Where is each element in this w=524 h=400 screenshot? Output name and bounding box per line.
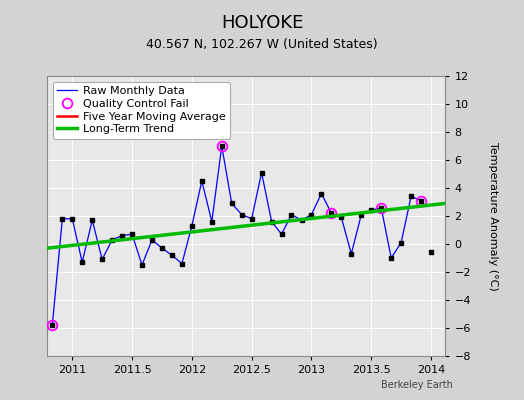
Raw Monthly Data (209, 219, 215, 224)
Raw Monthly Data (189, 223, 195, 228)
Raw Monthly Data (278, 232, 285, 236)
Legend: Raw Monthly Data, Quality Control Fail, Five Year Moving Average, Long-Term Tren: Raw Monthly Data, Quality Control Fail, … (53, 82, 230, 139)
Raw Monthly Data (318, 191, 324, 196)
Raw Monthly Data (49, 323, 56, 328)
Text: HOLYOKE: HOLYOKE (221, 14, 303, 32)
Raw Monthly Data (338, 215, 344, 220)
Line: Quality Control Fail: Quality Control Fail (48, 141, 426, 330)
Raw Monthly Data (69, 216, 75, 221)
Text: 40.567 N, 102.267 W (United States): 40.567 N, 102.267 W (United States) (146, 38, 378, 51)
Raw Monthly Data (298, 218, 304, 222)
Raw Monthly Data (139, 262, 145, 267)
Raw Monthly Data (398, 240, 405, 245)
Quality Control Fail (378, 205, 384, 210)
Raw Monthly Data (308, 212, 314, 217)
Raw Monthly Data (119, 233, 125, 238)
Raw Monthly Data (99, 257, 105, 262)
Raw Monthly Data (89, 218, 95, 222)
Raw Monthly Data (59, 216, 66, 221)
Quality Control Fail (418, 198, 424, 203)
Raw Monthly Data (378, 205, 384, 210)
Raw Monthly Data (228, 201, 235, 206)
Raw Monthly Data (219, 144, 225, 148)
Raw Monthly Data (288, 212, 294, 217)
Raw Monthly Data (169, 253, 175, 258)
Quality Control Fail (219, 144, 225, 148)
Raw Monthly Data (328, 211, 334, 216)
Raw Monthly Data (238, 212, 245, 217)
Raw Monthly Data (179, 261, 185, 266)
Raw Monthly Data (348, 252, 354, 256)
Raw Monthly Data (79, 260, 85, 265)
Raw Monthly Data (418, 198, 424, 203)
Text: Berkeley Earth: Berkeley Earth (381, 380, 453, 390)
Raw Monthly Data (129, 232, 135, 236)
Raw Monthly Data (199, 178, 205, 183)
Raw Monthly Data (258, 170, 265, 175)
Raw Monthly Data (358, 212, 365, 217)
Raw Monthly Data (408, 194, 414, 199)
Raw Monthly Data (248, 216, 255, 221)
Y-axis label: Temperature Anomaly (°C): Temperature Anomaly (°C) (488, 142, 498, 290)
Raw Monthly Data (109, 238, 115, 242)
Raw Monthly Data (368, 208, 374, 213)
Raw Monthly Data (388, 256, 395, 260)
Quality Control Fail (49, 323, 56, 328)
Raw Monthly Data (149, 238, 155, 242)
Quality Control Fail (328, 211, 334, 216)
Line: Raw Monthly Data: Raw Monthly Data (52, 146, 421, 325)
Raw Monthly Data (268, 219, 275, 224)
Raw Monthly Data (159, 246, 165, 250)
